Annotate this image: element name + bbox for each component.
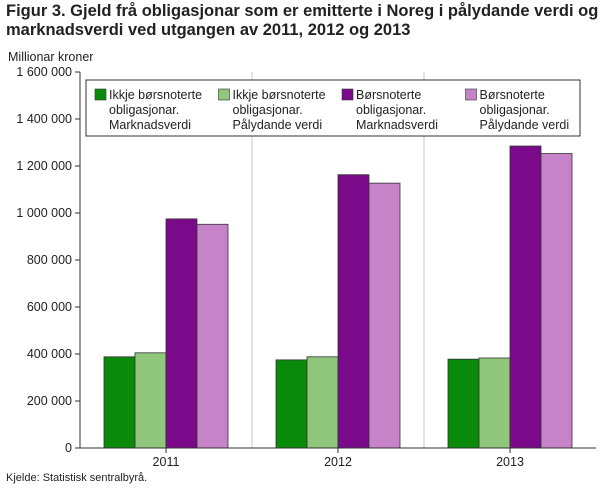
y-tick-label: 600 000 <box>27 300 72 314</box>
bar <box>337 174 370 449</box>
chart-title: Figur 3. Gjeld frå obligasjonar som er e… <box>6 2 599 39</box>
y-tick-label: 400 000 <box>27 347 72 361</box>
bar <box>196 223 229 449</box>
y-tick-label: 1 400 000 <box>16 112 72 126</box>
x-tick-label: 2011 <box>153 455 180 469</box>
x-tick-label: 2013 <box>496 455 524 469</box>
legend-swatch <box>465 88 477 101</box>
y-tick-label: 800 000 <box>27 253 72 267</box>
y-axis-label: Millionar kroner <box>8 50 93 64</box>
y-tick-label: 200 000 <box>27 394 72 408</box>
bar <box>478 357 511 449</box>
y-tick-label: 1 600 000 <box>16 65 72 79</box>
y-tick-label: 0 <box>65 441 72 455</box>
legend-swatch <box>218 88 230 101</box>
bar <box>165 218 198 449</box>
legend-box <box>85 79 581 137</box>
bar <box>134 352 167 449</box>
bar <box>368 182 401 449</box>
legend-label: Børsnoterte obligasjonar. Marknadsverdi <box>356 88 438 132</box>
bar <box>447 358 480 449</box>
y-tick-label: 1 000 000 <box>16 206 72 220</box>
bar <box>540 153 573 449</box>
y-tick-label: 1 200 000 <box>16 159 72 173</box>
legend-label: Ikkje børsnoterte obligasjonar. Marknadsve… <box>109 88 202 132</box>
bar <box>275 359 308 449</box>
bar <box>509 145 542 449</box>
source-note: Kjelde: Statistisk sentralbyrå. <box>6 472 148 484</box>
legend-swatch <box>341 88 354 101</box>
x-tick-label: 2012 <box>324 455 352 469</box>
bar <box>103 356 136 449</box>
bar <box>306 356 339 449</box>
legend-label: Børsnoterte obligasjonar. Pålydande verdi <box>480 88 570 132</box>
legend-swatch <box>94 88 107 101</box>
legend-label: Ikkje børsnoterte obligasjonar. Pålydande … <box>233 88 326 132</box>
